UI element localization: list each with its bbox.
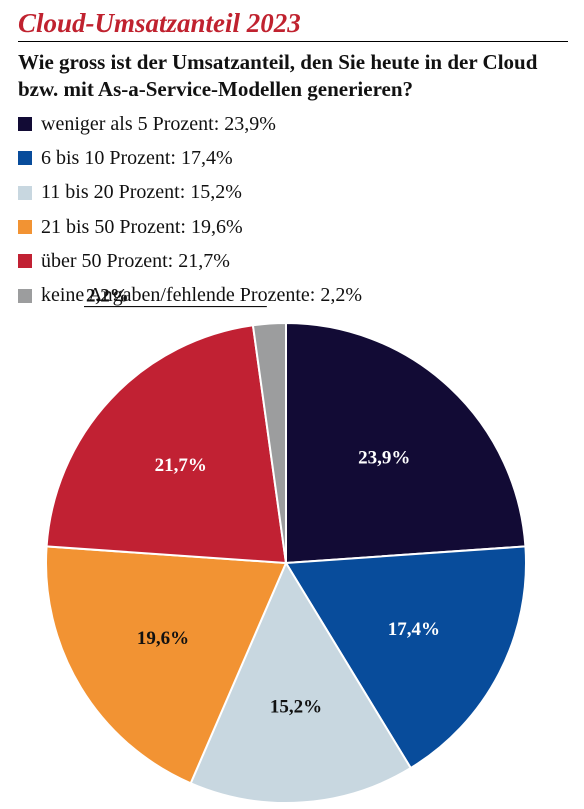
- pie-slice: [285, 321, 527, 565]
- legend-label: 11 bis 20 Prozent: 15,2%: [41, 181, 242, 204]
- chart-question: Wie gross ist der Umsatzanteil, den Sie …: [18, 50, 538, 101]
- legend-item: 11 bis 20 Prozent: 15,2%: [18, 176, 362, 210]
- legend-swatch: [18, 117, 32, 132]
- slice-value-label: 19,6%: [137, 628, 189, 649]
- title-divider: [18, 41, 568, 42]
- legend-item: über 50 Prozent: 21,7%: [18, 244, 362, 278]
- slice-value-label: 21,7%: [155, 455, 207, 476]
- slice-value-label: 2,2%: [86, 286, 129, 307]
- slice-value-label: 17,4%: [388, 619, 440, 640]
- legend-label: 6 bis 10 Prozent: 17,4%: [41, 146, 233, 169]
- legend-item: 6 bis 10 Prozent: 17,4%: [18, 141, 362, 175]
- legend-item: 21 bis 50 Prozent: 19,6%: [18, 210, 362, 244]
- legend-label: über 50 Prozent: 21,7%: [41, 249, 230, 272]
- legend: weniger als 5 Prozent: 23,9% 6 bis 10 Pro…: [18, 107, 362, 313]
- legend-swatch: [18, 185, 32, 200]
- legend-swatch: [18, 220, 32, 235]
- legend-item: weniger als 5 Prozent: 23,9%: [18, 107, 362, 141]
- legend-label: 21 bis 50 Prozent: 19,6%: [41, 215, 243, 238]
- legend-item: keine Angaben/fehlende Prozente: 2,2%: [18, 278, 362, 312]
- pie-slice: [45, 324, 288, 565]
- slice-value-label: 23,9%: [358, 448, 410, 469]
- legend-swatch: [18, 151, 32, 166]
- legend-label: weniger als 5 Prozent: 23,9%: [41, 112, 276, 135]
- legend-swatch: [18, 288, 32, 303]
- pie-slice: [284, 545, 527, 770]
- pie-slice: [189, 560, 413, 804]
- slice-value-label: 15,2%: [270, 697, 322, 718]
- legend-label: keine Angaben/fehlende Prozente: 2,2%: [41, 284, 362, 307]
- legend-swatch: [18, 254, 32, 269]
- pie-slice: [45, 545, 288, 785]
- chart-title: Cloud-Umsatzanteil 2023: [18, 8, 301, 38]
- pie-slice: [251, 321, 287, 564]
